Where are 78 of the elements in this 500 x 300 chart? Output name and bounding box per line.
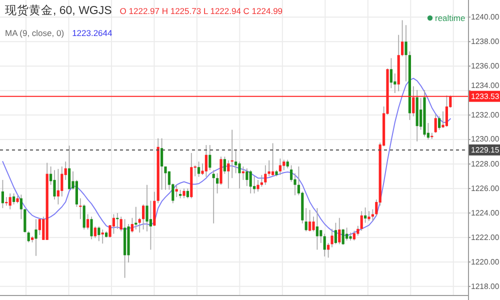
annotation: 1223.2644 <box>72 28 113 38</box>
candlestick <box>60 166 64 197</box>
candlestick <box>216 172 219 194</box>
annotation: realtime <box>435 13 466 23</box>
candlestick <box>442 110 444 128</box>
candlestick <box>130 217 134 234</box>
candlestick <box>112 214 115 234</box>
candlestick <box>356 225 360 236</box>
candlestick <box>12 192 16 205</box>
candlestick <box>223 156 226 174</box>
candlestick <box>438 116 441 130</box>
candlestick <box>120 216 122 232</box>
candlestick <box>316 208 318 250</box>
candlestick <box>204 144 208 178</box>
candlestick <box>264 164 267 186</box>
candlestick <box>94 226 96 239</box>
candlestick <box>34 218 38 256</box>
candlestick <box>160 138 164 190</box>
candlestick <box>142 204 145 230</box>
annotation: O 1222.97 H 1225.73 L 1222.94 C 1224.99 <box>120 6 283 16</box>
candlestick <box>186 188 189 199</box>
candlestick <box>371 208 374 222</box>
candlestick <box>278 158 282 176</box>
candlestick <box>98 226 100 242</box>
candlestick <box>320 230 322 244</box>
candlestick <box>86 214 90 230</box>
candlestick <box>20 194 22 220</box>
candlestick <box>364 207 367 224</box>
candlestick <box>227 160 230 189</box>
candlestick <box>401 20 404 57</box>
candlestick <box>420 97 422 130</box>
candlestick <box>290 164 293 182</box>
candlestick <box>360 210 363 232</box>
candlestick <box>249 170 252 194</box>
candlestick <box>53 170 56 200</box>
candlestick <box>146 184 148 232</box>
candlestick <box>182 188 186 199</box>
candlestick <box>75 179 78 208</box>
candlestick <box>24 208 26 234</box>
candlestick <box>342 228 344 246</box>
candlestick <box>79 198 82 220</box>
candlestick <box>246 168 248 187</box>
candlestick <box>198 161 200 178</box>
candlestick <box>175 184 178 198</box>
candlestick <box>352 230 356 241</box>
candlestick <box>27 230 30 243</box>
candlestick <box>368 210 370 222</box>
candlestick <box>404 24 408 82</box>
candlestick <box>334 222 337 245</box>
candlestick <box>323 233 326 257</box>
candlestick <box>90 216 93 240</box>
chart-title: 现货黄金, 60, WGJS <box>5 4 112 17</box>
candlestick <box>260 174 263 188</box>
candlestick <box>208 144 212 171</box>
candlestick <box>253 176 256 194</box>
candlestick <box>149 200 152 250</box>
candlestick <box>179 189 182 199</box>
candlestick <box>304 208 308 232</box>
candlestick <box>56 168 60 205</box>
candlestick <box>282 159 286 171</box>
candlestick <box>312 216 315 232</box>
candlestick <box>101 229 104 244</box>
candlestick <box>68 145 71 190</box>
candlestick <box>434 114 437 134</box>
annotation: MA (9, close, 0) <box>5 28 64 38</box>
candlestick <box>268 160 270 177</box>
candlestick <box>394 72 396 94</box>
candlestick <box>1 179 4 209</box>
candlestick <box>308 209 312 232</box>
candlestick <box>8 192 12 210</box>
candlestick <box>212 170 215 224</box>
candlestick <box>82 204 86 230</box>
candlestick <box>272 142 274 177</box>
candlestick <box>138 217 141 234</box>
candlestick <box>338 217 341 245</box>
candlestick <box>390 58 392 89</box>
candlestick <box>234 150 238 174</box>
candlestick <box>256 179 260 192</box>
